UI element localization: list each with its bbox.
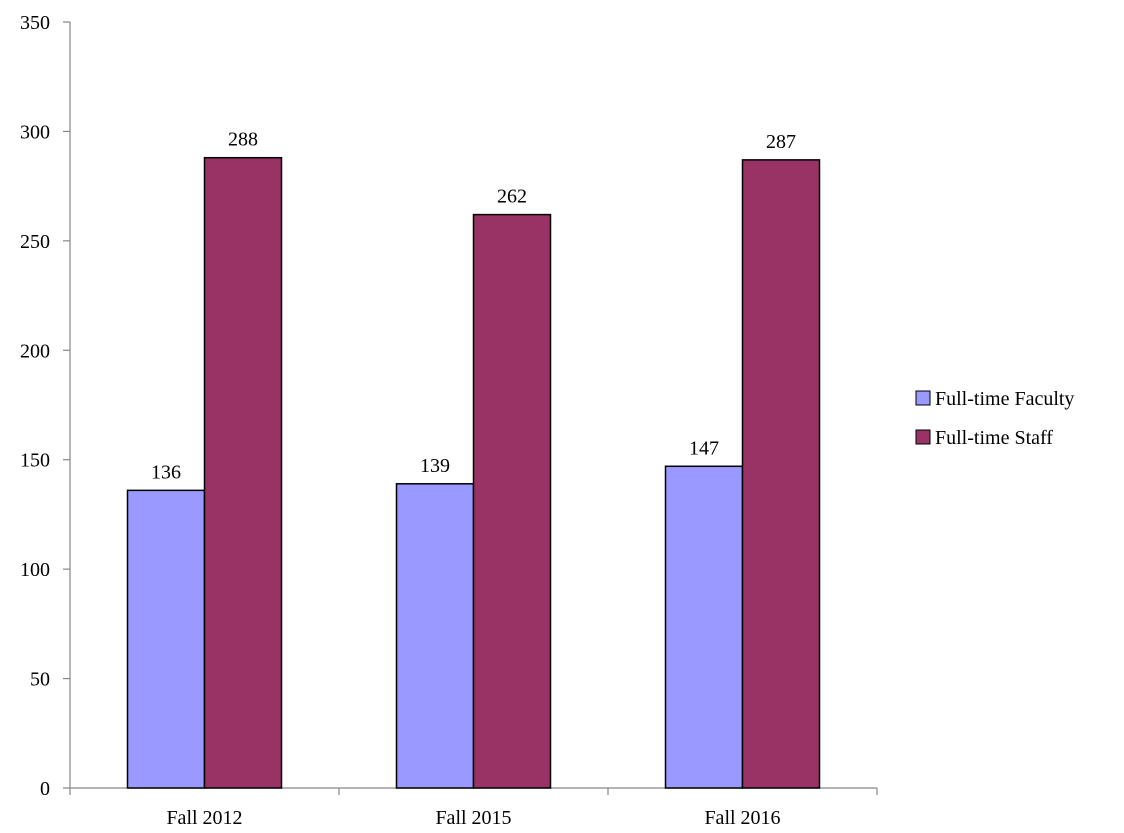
y-tick-label: 50 — [30, 669, 50, 691]
x-category-label: Fall 2015 — [435, 807, 511, 829]
x-category-label: Fall 2016 — [704, 807, 780, 829]
legend-swatch — [915, 429, 931, 445]
y-tick-label: 100 — [20, 559, 50, 581]
y-tick-label: 200 — [20, 340, 50, 362]
bar — [126, 489, 206, 789]
data-label: 136 — [151, 461, 181, 483]
data-label: 287 — [766, 131, 796, 153]
bars — [126, 156, 821, 789]
y-tick-label: 250 — [20, 231, 50, 253]
y-tick-label: 150 — [20, 450, 50, 472]
bar — [472, 213, 552, 789]
legend: Full-time Faculty Full-time Staff — [915, 388, 1074, 449]
data-label: 147 — [689, 437, 719, 459]
bar — [395, 483, 475, 789]
y-tick-label: 350 — [20, 12, 50, 34]
bar — [203, 156, 283, 789]
x-category-label: Fall 2012 — [166, 807, 242, 829]
bar — [664, 465, 744, 789]
data-label: 288 — [228, 129, 258, 151]
legend-label: Full-time Faculty — [935, 388, 1074, 410]
y-tick-label: 300 — [20, 121, 50, 143]
y-tick-label: 0 — [40, 778, 50, 800]
legend-swatch — [915, 390, 931, 406]
data-label: 262 — [497, 186, 527, 208]
legend-label: Full-time Staff — [935, 427, 1053, 449]
y-axis: 0 50 100 150 200 250 300 350 — [20, 12, 71, 800]
data-labels: 136 288 139 262 147 287 — [151, 129, 796, 484]
data-label: 139 — [420, 455, 450, 477]
bar — [741, 159, 821, 789]
x-axis: Fall 2012 Fall 2015 Fall 2016 — [69, 787, 878, 829]
